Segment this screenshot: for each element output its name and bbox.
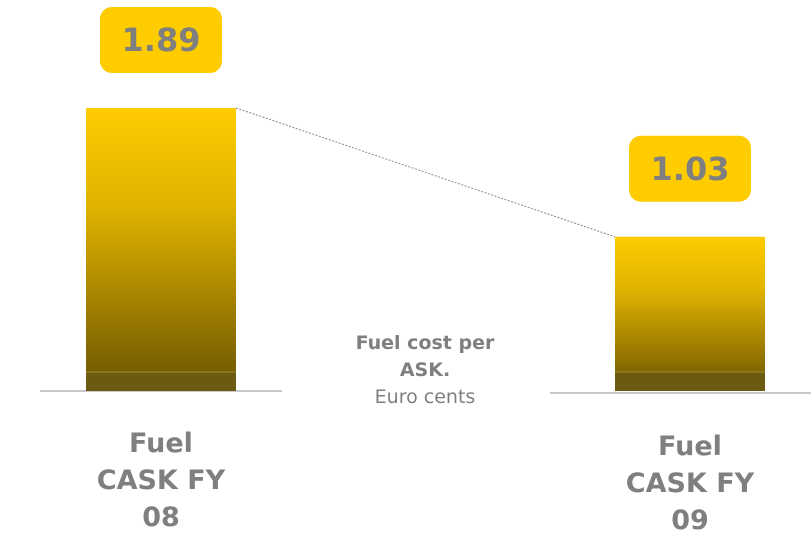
category-label: Fuel CASK FY 08	[96, 428, 226, 533]
unit-label: Euro cents	[374, 386, 476, 408]
value-label-box	[100, 7, 222, 73]
bar-group: 1.89	[86, 7, 236, 391]
bar	[615, 236, 765, 391]
bar-base	[86, 372, 236, 391]
annotation-title: Fuel cost per ASK.	[355, 332, 495, 381]
connector	[235, 107, 616, 238]
bar-base	[615, 372, 765, 391]
annotation: Fuel cost per ASK. Euro cents	[345, 330, 505, 411]
bar-group: 1.03	[615, 135, 765, 391]
value-label: 1.89	[122, 21, 201, 59]
category-label: Fuel CASK FY 09	[625, 431, 755, 536]
value-label: 1.03	[651, 150, 730, 188]
value-label-box	[629, 135, 751, 202]
bar	[86, 108, 236, 391]
